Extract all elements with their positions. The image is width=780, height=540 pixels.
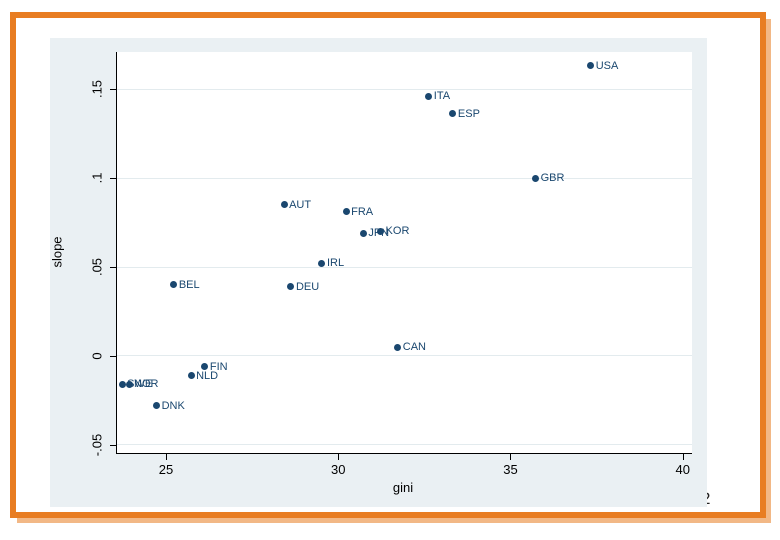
data-point-label: BEL — [178, 278, 200, 291]
y-axis-tick — [110, 89, 116, 91]
plot-area: USAITAESPGBRAUTFRAJPNKORIRLBELDEUCANFINN… — [116, 52, 692, 454]
data-point-marker — [287, 283, 295, 291]
x-axis-tick — [338, 454, 340, 460]
x-axis-tick-label: 40 — [675, 462, 690, 477]
data-point-marker — [170, 281, 178, 289]
y-axis-tick-label: .15 — [89, 79, 105, 99]
data-point-marker — [377, 227, 385, 235]
data-point-marker — [532, 174, 540, 182]
slide-border — [10, 12, 766, 518]
gridline — [117, 266, 692, 268]
data-point-label: USA — [595, 59, 619, 72]
data-point-label: DNK — [161, 399, 185, 412]
data-point-marker — [359, 229, 367, 237]
y-axis-tick — [110, 267, 116, 268]
gridline — [117, 88, 692, 90]
data-point-marker — [449, 110, 457, 118]
y-axis-tick — [110, 178, 116, 179]
data-point-marker — [153, 402, 161, 410]
data-point-label: FIN — [209, 360, 228, 373]
data-point-label: ITA — [433, 90, 451, 103]
x-axis-title: gini — [392, 480, 414, 495]
gridline — [117, 177, 692, 179]
data-point-marker — [318, 259, 326, 267]
data-point-marker — [280, 201, 288, 209]
data-point-marker — [394, 343, 402, 351]
gridline — [117, 444, 692, 446]
y-axis-tick-label: 0 — [89, 352, 105, 360]
data-point-label: SWE — [127, 378, 153, 391]
data-point-marker — [425, 92, 433, 100]
gridline — [117, 355, 692, 357]
y-axis-tick — [110, 355, 116, 357]
data-point-label: NLD — [196, 369, 219, 382]
data-point-label: ESP — [457, 107, 480, 120]
data-point-label: KOR — [385, 225, 410, 238]
data-point-label: CAN — [402, 341, 427, 354]
data-point-label: AUT — [289, 198, 312, 211]
data-point-marker — [118, 380, 126, 388]
y-axis-title: slope — [49, 236, 65, 268]
scatter-chart: USAITAESPGBRAUTFRAJPNKORIRLBELDEUCANFINN… — [50, 38, 707, 507]
data-point-label: FRA — [351, 205, 374, 218]
x-axis-tick-label: 35 — [503, 462, 518, 477]
data-point-marker — [587, 62, 595, 70]
x-axis-tick-label: 25 — [158, 462, 174, 477]
data-point-label: GBR — [540, 172, 565, 184]
y-axis-tick-label: .05 — [89, 257, 105, 277]
y-axis-tick-label: -.05 — [89, 433, 105, 457]
data-point-label: DEU — [295, 280, 320, 293]
data-point-label: IRL — [326, 257, 345, 270]
y-axis-tick — [110, 444, 116, 446]
data-point-marker — [201, 363, 209, 371]
data-point-label: NOR — [134, 378, 159, 391]
y-axis-tick-label: .1 — [89, 172, 105, 184]
x-axis-tick — [510, 454, 512, 460]
x-axis-tick — [165, 454, 167, 460]
x-axis-tick — [682, 454, 684, 460]
data-point-marker — [187, 372, 195, 380]
data-point-marker — [342, 208, 350, 216]
x-axis-tick-label: 30 — [330, 462, 346, 477]
data-point-marker — [125, 380, 133, 388]
